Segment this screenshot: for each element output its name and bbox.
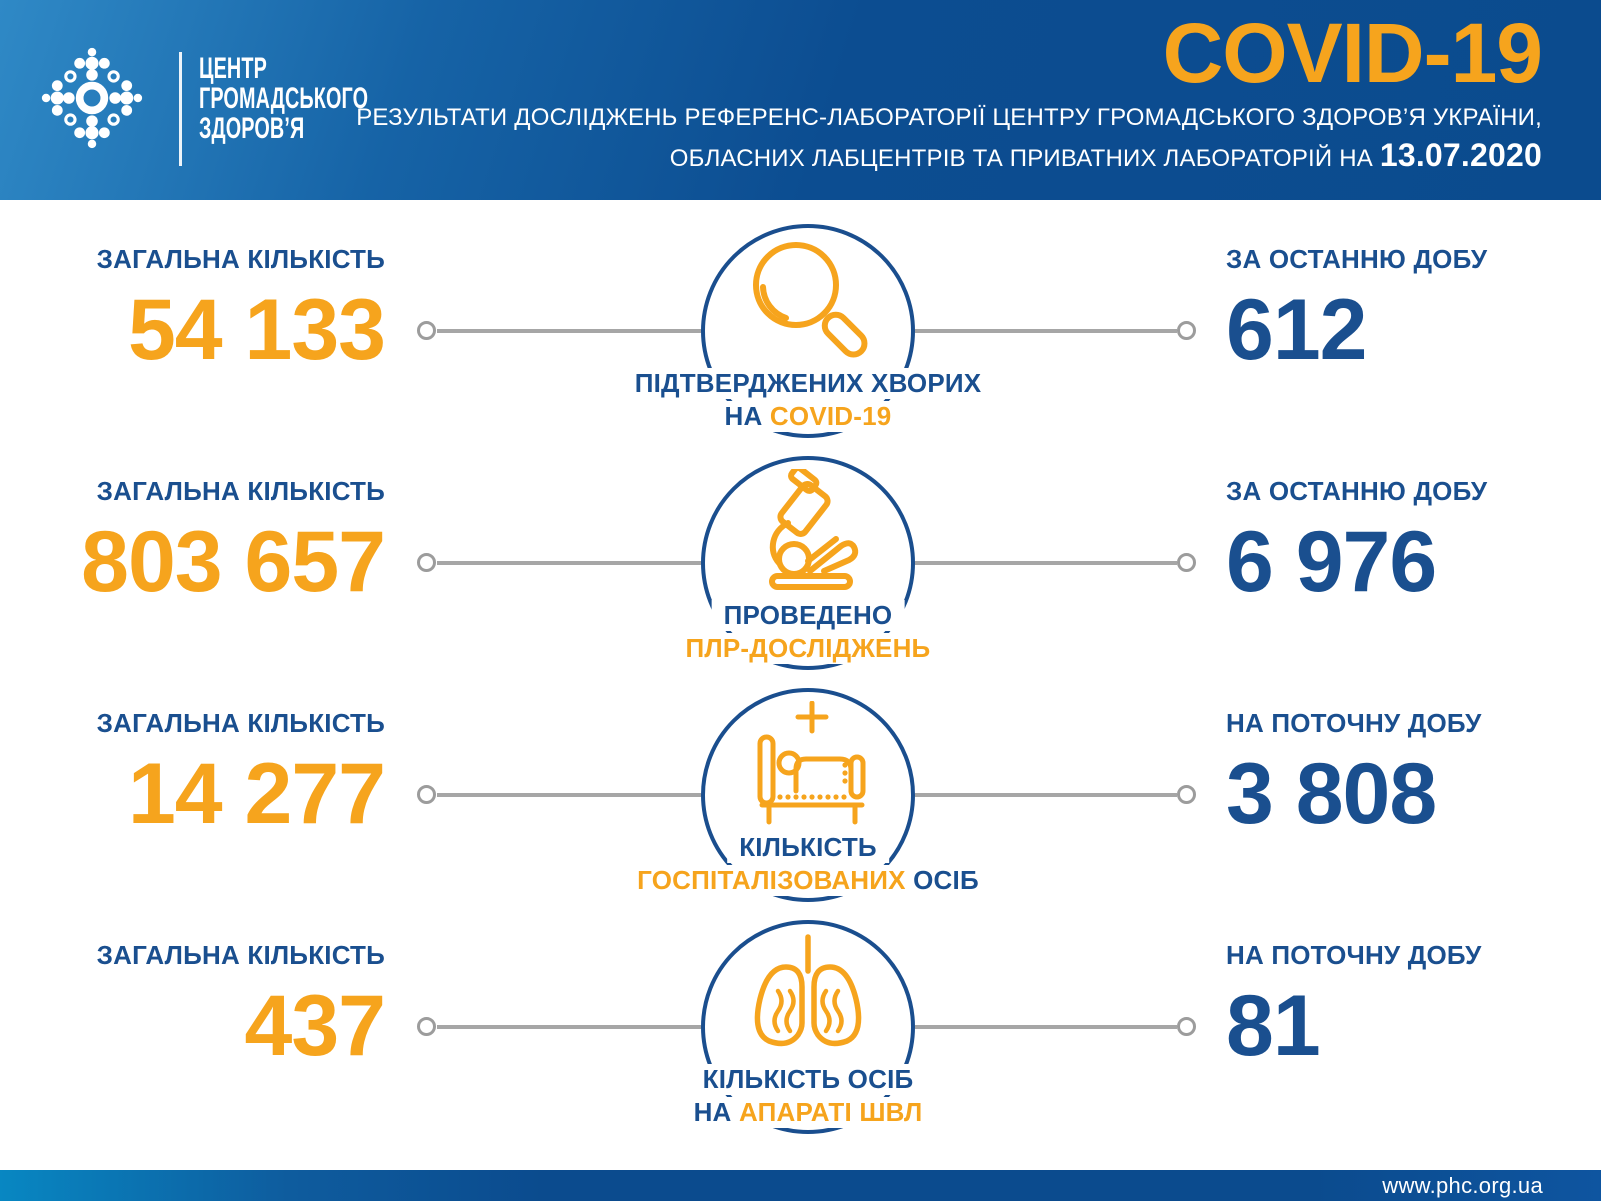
daily-value: 6 976 <box>1226 514 1437 610</box>
logo-divider <box>179 52 182 166</box>
total-block: ЗАГАЛЬНА КІЛЬКІСТЬ 803 657 <box>0 476 386 610</box>
magnifier-icon <box>738 237 878 365</box>
caption-segment: ПІДТВЕРДЖЕНИХ ХВОРИХ <box>634 368 982 398</box>
logo-line3: ЗДОРОВ’Я <box>199 112 305 145</box>
subtitle-line2-text: ОБЛАСНИХ ЛАБЦЕНТРІВ ТА ПРИВАТНИХ ЛАБОРАТ… <box>669 145 1380 172</box>
category-caption-line2: ПЛР-ДОСЛІДЖЕНЬ <box>673 633 943 664</box>
total-value: 437 <box>244 978 387 1074</box>
caption-segment: ПЛР-ДОСЛІДЖЕНЬ <box>685 633 931 663</box>
logo-wordmark: ЦЕНТР ГРОМАДСЬКОГО ЗДОРОВ’Я <box>199 54 368 144</box>
daily-label: НА ПОТОЧНУ ДОБУ <box>1226 940 1482 970</box>
connector-ring-right <box>1177 553 1196 572</box>
connector-line-left <box>437 793 701 797</box>
caption-segment: НА <box>693 1097 739 1127</box>
footer-bar: www.phc.org.ua <box>0 1170 1601 1201</box>
category-caption-line2: ГОСПІТАЛІЗОВАНИХ ОСІБ <box>625 865 991 896</box>
total-label: ЗАГАЛЬНА КІЛЬКІСТЬ <box>96 476 385 506</box>
caption-segment: НА <box>724 401 770 431</box>
connector-ring-right <box>1177 321 1196 340</box>
connector-line-left <box>437 561 701 565</box>
total-label: ЗАГАЛЬНА КІЛЬКІСТЬ <box>96 244 385 274</box>
daily-block: ЗА ОСТАННЮ ДОБУ 612 <box>1226 244 1601 378</box>
footer-url: www.phc.org.ua <box>1382 1173 1543 1198</box>
caption-segment: АПАРАТІ ШВЛ <box>738 1097 923 1127</box>
caption-segment: COVID-19 <box>769 401 892 431</box>
total-value: 803 657 <box>81 514 386 610</box>
connector-ring-left <box>417 785 436 804</box>
total-value: 14 277 <box>127 746 386 842</box>
category-caption-line1: ПРОВЕДЕНО <box>711 600 905 631</box>
page-title: COVID-19 <box>1162 6 1543 100</box>
daily-block: ЗА ОСТАННЮ ДОБУ 6 976 <box>1226 476 1601 610</box>
microscope-icon <box>738 464 878 597</box>
lungs-icon <box>738 933 878 1061</box>
report-date: 13.07.2020 <box>1379 137 1542 173</box>
logo-line1: ЦЕНТР <box>199 52 267 85</box>
daily-block: НА ПОТОЧНУ ДОБУ 3 808 <box>1226 708 1601 842</box>
connector-ring-right <box>1177 1017 1196 1036</box>
header-banner: ЦЕНТР ГРОМАДСЬКОГО ЗДОРОВ’Я COVID-19 РЕЗ… <box>0 0 1601 200</box>
stat-row-pcr-tests: ЗАГАЛЬНА КІЛЬКІСТЬ 803 657 ПРОВЕДЕНО ПЛР… <box>0 447 1601 679</box>
connector-ring-left <box>417 321 436 340</box>
total-value: 54 133 <box>127 282 386 378</box>
category-caption-line1: КІЛЬКІСТЬ ОСІБ <box>690 1064 926 1095</box>
connector-line-right <box>915 1025 1177 1029</box>
caption-segment: КІЛЬКІСТЬ <box>739 832 877 862</box>
category-caption-line1: КІЛЬКІСТЬ <box>727 832 889 863</box>
total-block: ЗАГАЛЬНА КІЛЬКІСТЬ 437 <box>0 940 387 1074</box>
connector-line-right <box>915 329 1177 333</box>
total-block: ЗАГАЛЬНА КІЛЬКІСТЬ 14 277 <box>0 708 386 842</box>
total-label: ЗАГАЛЬНА КІЛЬКІСТЬ <box>96 708 385 738</box>
daily-value: 612 <box>1226 282 1368 378</box>
caption-segment: ПРОВЕДЕНО <box>723 600 893 630</box>
total-label: ЗАГАЛЬНА КІЛЬКІСТЬ <box>96 940 385 970</box>
connector-ring-right <box>1177 785 1196 804</box>
daily-label: ЗА ОСТАННЮ ДОБУ <box>1226 244 1488 274</box>
daily-label: НА ПОТОЧНУ ДОБУ <box>1226 708 1482 738</box>
daily-block: НА ПОТОЧНУ ДОБУ 81 <box>1226 940 1601 1074</box>
connector-ring-left <box>417 553 436 572</box>
category-caption-line2: НА АПАРАТІ ШВЛ <box>681 1097 935 1128</box>
logo-line2: ГРОМАДСЬКОГО <box>199 82 369 115</box>
stat-row-confirmed-cases: ЗАГАЛЬНА КІЛЬКІСТЬ 54 133 ПІДТВЕРДЖЕНИХ … <box>0 215 1601 447</box>
daily-label: ЗА ОСТАННЮ ДОБУ <box>1226 476 1488 506</box>
category-caption-line1: ПІДТВЕРДЖЕНИХ ХВОРИХ <box>622 368 994 399</box>
caption-segment: ГОСПІТАЛІЗОВАНИХ <box>637 865 914 895</box>
stat-row-ventilator: ЗАГАЛЬНА КІЛЬКІСТЬ 437 КІЛЬКІСТЬ <box>0 911 1601 1143</box>
caption-segment: КІЛЬКІСТЬ ОСІБ <box>702 1064 914 1094</box>
total-block: ЗАГАЛЬНА КІЛЬКІСТЬ 54 133 <box>0 244 386 378</box>
hospital-bed-icon <box>738 700 878 829</box>
header-text-block: COVID-19 РЕЗУЛЬТАТИ ДОСЛІДЖЕНЬ РЕФЕРЕНС-… <box>356 6 1543 176</box>
daily-value: 3 808 <box>1226 746 1437 842</box>
caption-segment: ОСІБ <box>913 865 979 895</box>
connector-line-right <box>915 561 1177 565</box>
subtitle-line2: ОБЛАСНИХ ЛАБЦЕНТРІВ ТА ПРИВАТНИХ ЛАБОРАТ… <box>356 138 1542 176</box>
category-caption-line2: НА COVID-19 <box>712 401 904 432</box>
phc-dots-logo-icon <box>41 47 143 149</box>
daily-value: 81 <box>1226 978 1321 1074</box>
connector-line-left <box>437 329 701 333</box>
connector-ring-left <box>417 1017 436 1036</box>
connector-line-left <box>437 1025 701 1029</box>
stat-row-hospitalized: ЗАГАЛЬНА КІЛЬКІСТЬ 14 277 <box>0 679 1601 911</box>
subtitle-line1: РЕЗУЛЬТАТИ ДОСЛІДЖЕНЬ РЕФЕРЕНС-ЛАБОРАТОР… <box>356 104 1542 131</box>
connector-line-right <box>915 793 1177 797</box>
